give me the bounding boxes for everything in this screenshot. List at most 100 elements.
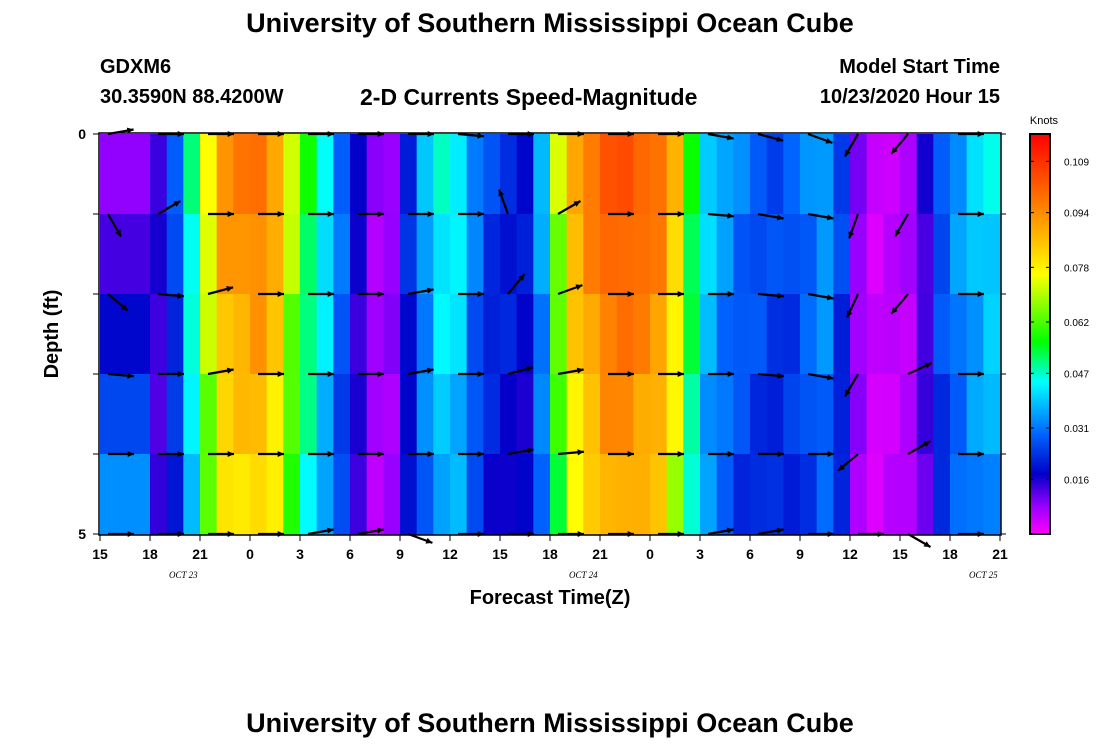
heatmap-cell: [466, 374, 484, 455]
heatmap-cell: [850, 294, 868, 375]
heatmap-cell: [116, 374, 134, 455]
heatmap-cell: [633, 214, 651, 295]
model-start-label: Model Start Time: [839, 56, 1000, 78]
current-arrow: [608, 450, 634, 458]
heatmap-cell: [116, 294, 134, 375]
colorbar-tick-label: 0.047: [1064, 369, 1089, 380]
date-label: OCT 24: [569, 570, 598, 580]
heatmap-cell: [883, 134, 901, 215]
current-arrow: [757, 132, 784, 143]
current-arrow: [658, 210, 684, 218]
heatmap-cell: [450, 374, 468, 455]
current-arrow: [807, 132, 833, 144]
heatmap-cell: [550, 454, 568, 535]
heatmap-cell: [316, 214, 334, 295]
heatmap-cell: [533, 134, 551, 215]
heatmap-cell: [250, 374, 268, 455]
heatmap-cell: [200, 294, 218, 375]
current-arrow: [707, 527, 734, 536]
heatmap-cell: [950, 454, 968, 535]
heatmap-cell: [166, 374, 184, 455]
heatmap-cell: [166, 214, 184, 295]
heatmap-cell: [500, 374, 518, 455]
current-arrow: [358, 370, 384, 378]
heatmap-cell: [700, 134, 718, 215]
heatmap-cell: [350, 454, 368, 535]
heatmap-cell: [200, 374, 218, 455]
heatmap-cell: [683, 294, 701, 375]
heatmap-cell: [666, 134, 684, 215]
heatmap-cell: [616, 214, 634, 295]
x-tick-label: 18: [542, 546, 558, 562]
x-tick-label: 12: [842, 546, 858, 562]
heatmap-cell: [966, 374, 984, 455]
heatmap-cell: [550, 374, 568, 455]
heatmap-cell: [933, 134, 951, 215]
heatmap-cell: [900, 454, 918, 535]
current-arrow: [907, 533, 932, 548]
heatmap-cell: [183, 214, 201, 295]
heatmap-cell: [783, 454, 801, 535]
current-arrow: [807, 212, 834, 221]
heatmap-cell: [133, 134, 151, 215]
current-arrow: [107, 293, 129, 312]
heatmap-cell: [900, 374, 918, 455]
heatmap-cell: [633, 294, 651, 375]
heatmap-cell: [716, 374, 734, 455]
heatmap-cell: [833, 294, 851, 375]
heatmap-cell: [100, 214, 118, 295]
current-arrow: [458, 210, 484, 218]
heatmap-cell: [350, 214, 368, 295]
heatmap-cell: [816, 134, 834, 215]
heatmap-cell: [816, 454, 834, 535]
heatmap-cell: [100, 294, 118, 375]
heatmap-cell: [733, 214, 751, 295]
colorbar-scale: [1029, 133, 1051, 535]
heatmap-cell: [283, 214, 301, 295]
current-arrow: [958, 450, 984, 458]
heatmap-cell: [933, 374, 951, 455]
heatmap-cell: [266, 214, 284, 295]
heatmap-cell: [366, 454, 384, 535]
current-arrow: [308, 370, 334, 378]
station-id: GDXM6: [100, 56, 172, 78]
heatmap-cell: [616, 294, 634, 375]
axes: 0 5 15 18 21 0 3 6 9 12 15 18 21 0 3 6 9 12 15 18 21 OCT 23 OC…: [78, 126, 1008, 580]
heatmap-cell: [100, 374, 118, 455]
current-arrow: [458, 370, 484, 378]
heatmap-cell: [650, 214, 668, 295]
heatmap-cell: [433, 374, 451, 455]
y-tick-label: 5: [78, 526, 86, 542]
heatmap-cell: [150, 454, 168, 535]
heatmap-cell: [133, 374, 151, 455]
heatmap-cell: [366, 134, 384, 215]
heatmap-cell: [833, 454, 851, 535]
heatmap-cell: [316, 454, 334, 535]
heatmap-cell: [316, 374, 334, 455]
current-arrow: [757, 212, 784, 221]
heatmap-cell: [133, 214, 151, 295]
heatmap-cell: [416, 294, 434, 375]
heatmap-cell: [633, 454, 651, 535]
heatmap-cell: [950, 214, 968, 295]
heatmap-cell: [233, 454, 251, 535]
heatmap-cell: [366, 294, 384, 375]
heatmap-cell: [150, 214, 168, 295]
x-tick-label: 0: [246, 546, 254, 562]
heatmap-cell: [650, 374, 668, 455]
current-arrow: [358, 210, 384, 218]
heatmap-cell: [216, 214, 234, 295]
heatmap-cell: [283, 454, 301, 535]
x-tick-label: 21: [192, 546, 208, 562]
heatmap-cell: [766, 374, 784, 455]
heatmap-cell: [950, 134, 968, 215]
current-arrow: [890, 133, 909, 155]
current-arrow: [507, 273, 526, 295]
current-arrow: [608, 290, 634, 298]
heatmap-cell: [800, 134, 818, 215]
heatmap-cell: [600, 214, 618, 295]
heatmap-cell: [916, 134, 934, 215]
heatmap-cell: [316, 134, 334, 215]
current-arrow: [207, 285, 234, 296]
heatmap-cell: [266, 134, 284, 215]
